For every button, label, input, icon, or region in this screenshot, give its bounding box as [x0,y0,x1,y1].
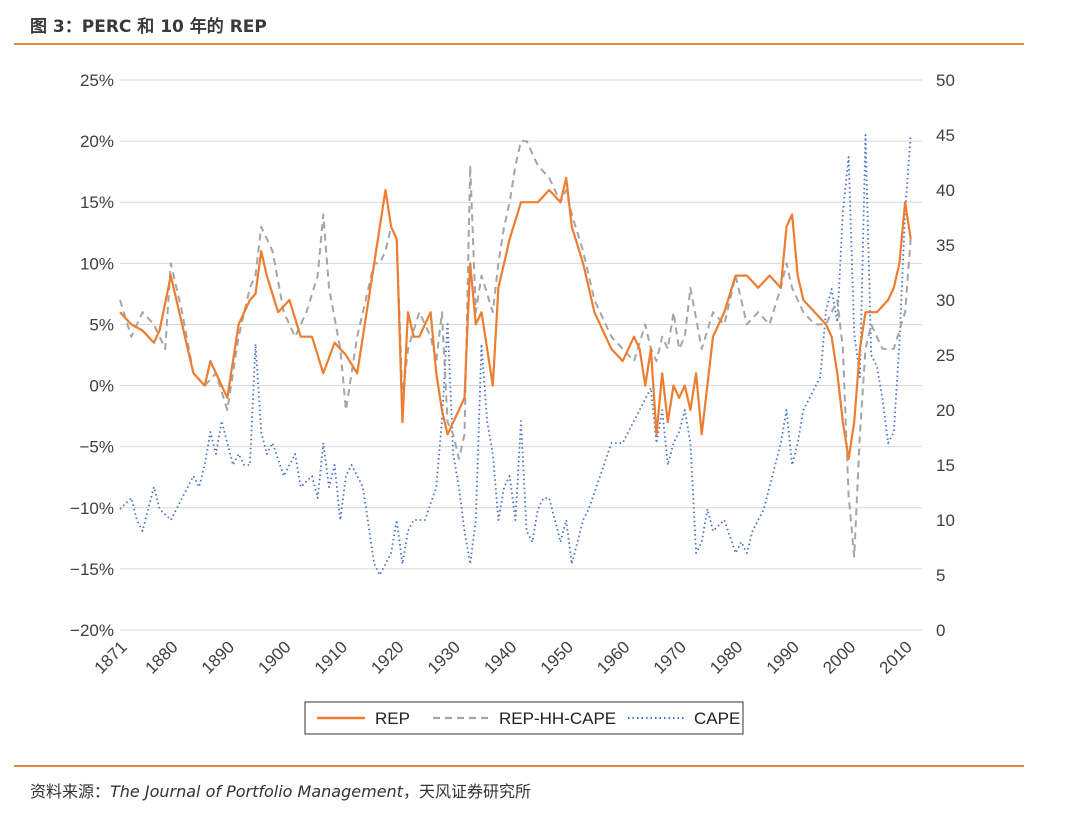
right-tick-label: 25 [936,346,955,365]
right-tick-label: 15 [936,456,955,475]
left-tick-label: −5% [80,438,115,457]
series-line-rep [119,176,912,460]
legend-label-rep: REP [375,709,410,728]
right-tick-label: 35 [936,236,955,255]
source-divider [14,765,1024,767]
x-tick-label: 1910 [311,637,351,677]
x-tick-label: 1880 [141,637,181,677]
x-tick-label: 1890 [198,637,238,677]
x-tick-label: 1970 [650,637,690,677]
left-tick-label: −10% [70,499,114,518]
source-journal: The Journal of Portfolio Management [110,782,403,801]
x-tick-label: 2010 [876,637,916,677]
x-tick-label: 2000 [819,637,859,677]
right-tick-label: 30 [936,291,955,310]
x-tick-label: 1990 [763,637,803,677]
x-tick-label: 1900 [254,637,294,677]
legend: REP REP-HH-CAPE CAPE [304,701,744,735]
left-tick-label: 5% [89,315,114,334]
right-tick-label: 50 [936,71,955,90]
right-tick-label: 5 [936,566,945,585]
x-tick-label: 1930 [424,637,464,677]
legend-label-cape: CAPE [694,709,740,728]
series-line-rep-hh-cape [119,140,912,558]
x-axis: 1871 1880 1890 1900 1910 1920 1930 1940 1950 1960… [91,637,916,677]
title-divider [14,43,1024,45]
right-tick-label: 20 [936,401,955,420]
left-y-axis: 25% 20% 15% 10% 5% 0% −5% −10% −15% −20% [70,71,114,640]
source-label: 资料来源： [30,782,111,801]
left-tick-label: 15% [80,193,114,212]
legend-label-rep-hh-cape: REP-HH-CAPE [499,709,616,728]
right-tick-label: 45 [936,126,955,145]
source-note: 资料来源：The Journal of Portfolio Management… [30,778,531,802]
x-tick-label: 1950 [537,637,577,677]
figure-title: 图 3：PERC 和 10 年的 REP [30,17,267,37]
x-tick-label: 1980 [706,637,746,677]
chart: 25%20%15%10%5%0%−5%−10%−15%−20% 50454035… [70,71,955,735]
gridlines [120,79,922,631]
x-tick-label: 1920 [367,637,407,677]
x-tick-label: 1871 [91,637,131,677]
right-tick-label: 40 [936,181,955,200]
x-tick-label: 1960 [593,637,633,677]
series-layer [119,134,912,576]
right-tick-label: 10 [936,511,955,530]
left-tick-label: 10% [80,254,114,273]
source-rest: ，天风证券研究所 [402,782,531,801]
left-tick-label: −15% [70,560,114,579]
series-line-cape [119,134,912,576]
left-tick-label: 20% [80,132,114,151]
left-tick-label: 25% [80,71,114,90]
x-tick-label: 1940 [480,637,520,677]
left-tick-label: −20% [70,621,114,640]
left-tick-label: 0% [89,377,114,396]
right-tick-label: 0 [936,621,945,640]
